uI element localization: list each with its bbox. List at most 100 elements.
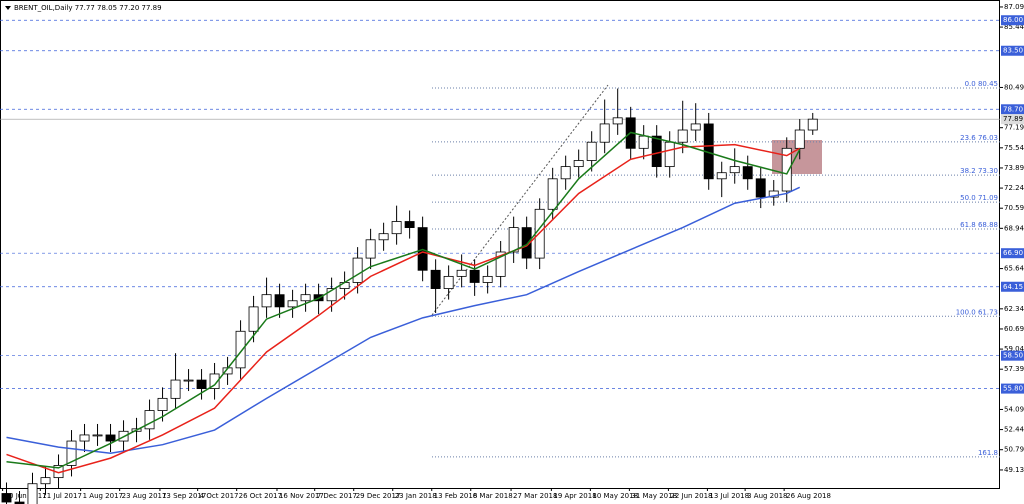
x-tick-label: 23 Jan 2018 — [395, 492, 437, 500]
fib-label: 38.2 73.30 — [960, 167, 998, 175]
y-tick-label: 62.34 — [1004, 305, 1024, 313]
candle-body — [521, 227, 532, 259]
candle-body — [430, 269, 441, 289]
candle-body — [14, 501, 25, 504]
candle-body — [781, 147, 792, 192]
x-tick-label: 3 Aug 2018 — [747, 492, 787, 500]
candle-body — [391, 221, 402, 235]
level-label: 86.00 — [1003, 16, 1023, 24]
fib-label: 100.0 61.73 — [956, 308, 998, 316]
candle-body — [586, 141, 597, 161]
candle-body — [768, 190, 779, 198]
candle-body — [352, 257, 363, 283]
y-tick-label: 73.89 — [1004, 164, 1024, 172]
fib-label: 23.6 76.03 — [960, 134, 998, 142]
candle-body — [92, 434, 103, 437]
x-tick-label: 23 Aug 2017 — [122, 492, 167, 500]
level-label: 55.80 — [1003, 385, 1023, 393]
candle-body — [651, 135, 662, 168]
candle-body — [274, 294, 285, 308]
last-price-label: 77.89 — [1003, 115, 1023, 123]
candle-body — [378, 233, 389, 241]
x-tick-label: 13 Jul 2018 — [709, 492, 749, 500]
y-tick-label: 72.24 — [1004, 184, 1024, 192]
fib-label: 50.0 71.09 — [960, 194, 998, 202]
x-tick-label: 26 Aug 2018 — [786, 492, 831, 500]
y-tick-label: 54.09 — [1004, 405, 1024, 413]
y-tick-label: 77.19 — [1004, 124, 1024, 132]
candle-body — [157, 397, 168, 411]
y-tick-label: 49.13 — [1004, 466, 1024, 474]
x-tick-label: 10 May 2018 — [592, 492, 638, 500]
candle-body — [664, 141, 675, 168]
x-tick-label: 4 Oct 2017 — [200, 492, 239, 500]
candle-body — [183, 379, 194, 382]
candle-body — [807, 118, 818, 131]
candle-body — [482, 275, 493, 283]
candle-body — [365, 239, 376, 259]
chart-title: BRENT_OIL,Daily 77.77 78.05 77.20 77.89 — [14, 4, 162, 12]
candle-body — [261, 294, 272, 308]
y-tick-label: 70.59 — [1004, 204, 1024, 212]
y-tick-label: 57.39 — [1004, 365, 1024, 373]
candle-body — [105, 434, 116, 442]
candle-body — [560, 166, 571, 180]
moving-average — [6, 143, 801, 474]
moving-average — [6, 186, 801, 454]
candle-body — [456, 269, 467, 277]
candle-body — [599, 123, 610, 143]
candle-body — [170, 379, 181, 399]
candle-body — [326, 288, 337, 302]
candle-body — [144, 410, 155, 430]
fib-label: 61.8 68.88 — [960, 221, 998, 229]
last-price-tag — [1001, 114, 1024, 125]
candle-body — [742, 166, 753, 180]
y-tick-label: 65.64 — [1004, 265, 1024, 273]
y-tick-label: 50.79 — [1004, 446, 1024, 454]
y-tick-label: 52.44 — [1004, 426, 1024, 434]
level-tag — [1001, 104, 1024, 115]
x-tick-label: 31 May 2018 — [631, 492, 677, 500]
candle-body — [495, 251, 506, 277]
fib-label: 161.8 — [978, 449, 998, 457]
candle-body — [196, 379, 207, 389]
y-tick-label: 60.69 — [1004, 325, 1024, 333]
x-tick-label: 29 Dec 2017 — [356, 492, 401, 500]
candle-body — [300, 294, 311, 302]
candle-body — [508, 227, 519, 253]
x-tick-label: 22 Jun 2018 — [670, 492, 712, 500]
level-tag — [1001, 45, 1024, 56]
level-tag — [1001, 383, 1024, 394]
level-tag — [1001, 281, 1024, 292]
candle-body — [209, 373, 220, 389]
candle-body — [677, 129, 688, 143]
x-tick-label: 11 Jul 2017 — [42, 492, 82, 500]
title-icon — [5, 6, 11, 10]
y-tick-label: 85.44 — [1004, 23, 1024, 31]
x-tick-label: 7 Dec 2017 — [317, 492, 357, 500]
candle-body — [469, 269, 480, 283]
candle-body — [612, 117, 623, 125]
candle-body — [638, 135, 649, 149]
x-tick-label: 6 Mar 2018 — [473, 492, 513, 500]
candle-body — [755, 178, 766, 198]
candle-body — [690, 123, 701, 131]
candle-body — [287, 300, 298, 308]
level-tag — [1001, 248, 1024, 259]
candle-body — [404, 221, 415, 228]
candle-body — [339, 282, 350, 289]
candle-body — [547, 178, 558, 210]
candle-body — [716, 172, 727, 180]
x-tick-label: 16 Nov 2017 — [279, 492, 324, 500]
y-tick-label: 87.09 — [1004, 3, 1024, 11]
level-label: 64.15 — [1003, 283, 1023, 291]
x-tick-label: 13 Feb 2018 — [434, 492, 478, 500]
x-tick-label: 1 Aug 2017 — [83, 492, 123, 500]
candle-body — [40, 477, 51, 485]
moving-average — [6, 131, 801, 469]
level-label: 78.70 — [1003, 105, 1023, 113]
candle-body — [27, 483, 38, 504]
candle-body — [443, 275, 454, 289]
level-label: 66.90 — [1003, 249, 1023, 257]
